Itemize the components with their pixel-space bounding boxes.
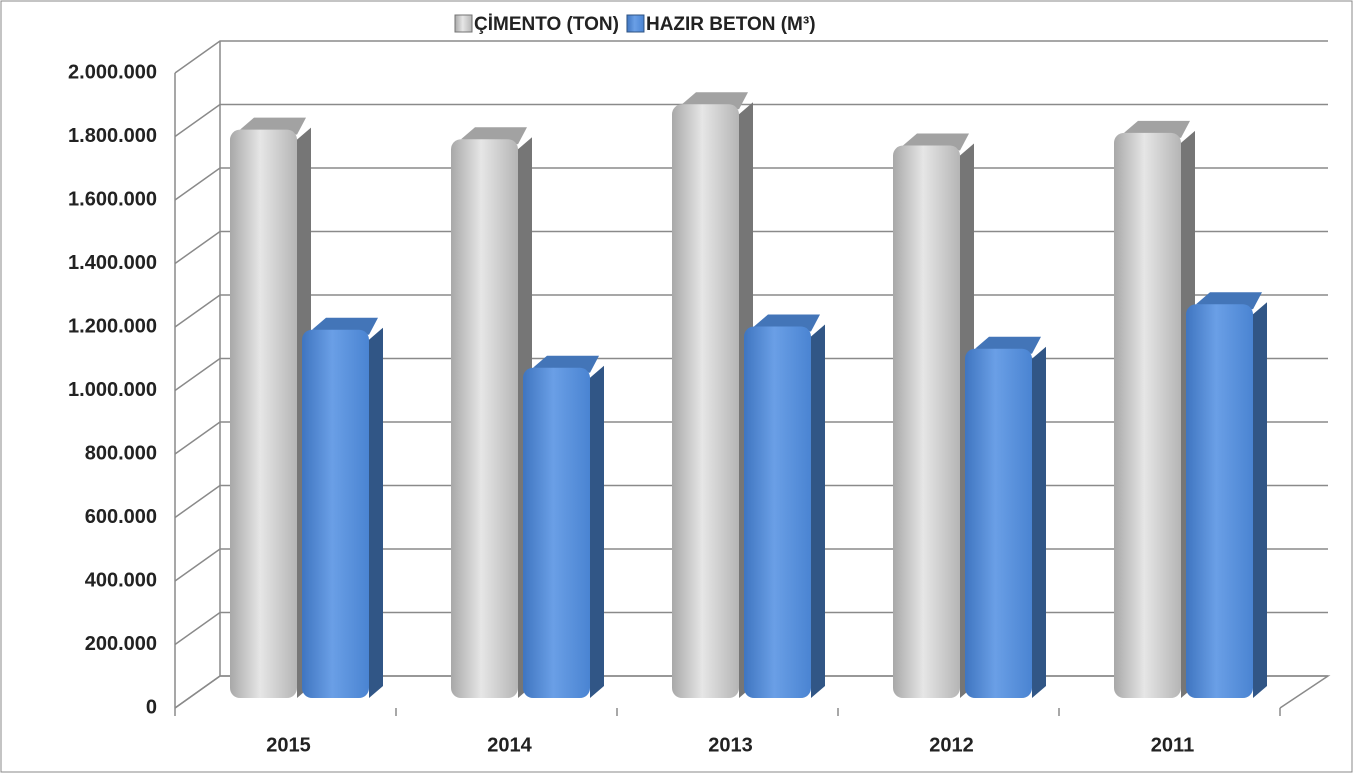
y-tick-label: 600.000 <box>85 506 157 528</box>
bar <box>451 139 518 698</box>
bar <box>965 348 1032 698</box>
y-tick-label: 1.600.000 <box>68 188 157 210</box>
y-tick-label: 1.200.000 <box>68 315 157 337</box>
bar-side <box>1032 346 1046 698</box>
y-tick-label: 800.000 <box>85 442 157 464</box>
x-tick-label: 2011 <box>1151 734 1194 756</box>
y-tick-label: 1.400.000 <box>68 252 157 274</box>
bar-side <box>590 365 604 698</box>
bar <box>893 145 960 699</box>
grid-line <box>174 40 1328 74</box>
bar <box>672 104 739 698</box>
y-tick-label: 2.000.000 <box>68 61 157 83</box>
bar <box>1114 132 1181 699</box>
bar <box>744 326 811 698</box>
bar <box>523 367 590 698</box>
bar <box>302 329 369 698</box>
bar-side <box>811 324 825 698</box>
legend-label: ÇİMENTO (TON) <box>474 14 619 35</box>
y-tick-label: 0 <box>146 696 157 718</box>
bar <box>1186 304 1253 698</box>
x-tick-label: 2012 <box>929 734 974 756</box>
y-tick-label: 400.000 <box>85 569 157 591</box>
x-tick-label: 2014 <box>487 734 532 756</box>
bar-side <box>1253 302 1267 698</box>
y-tick-label: 1.000.000 <box>68 379 157 401</box>
y-tick-label: 1.800.000 <box>68 125 157 147</box>
y-tick-label: 200.000 <box>85 633 157 655</box>
bar-side <box>369 327 383 698</box>
x-tick-label: 2013 <box>708 734 753 756</box>
bar <box>230 129 297 699</box>
legend-label: HAZIR BETON (M³) <box>646 14 816 35</box>
legend-swatch <box>454 14 473 33</box>
legend-swatch <box>626 14 645 33</box>
x-tick-label: 2015 <box>266 734 311 756</box>
grid-line <box>174 103 1328 138</box>
